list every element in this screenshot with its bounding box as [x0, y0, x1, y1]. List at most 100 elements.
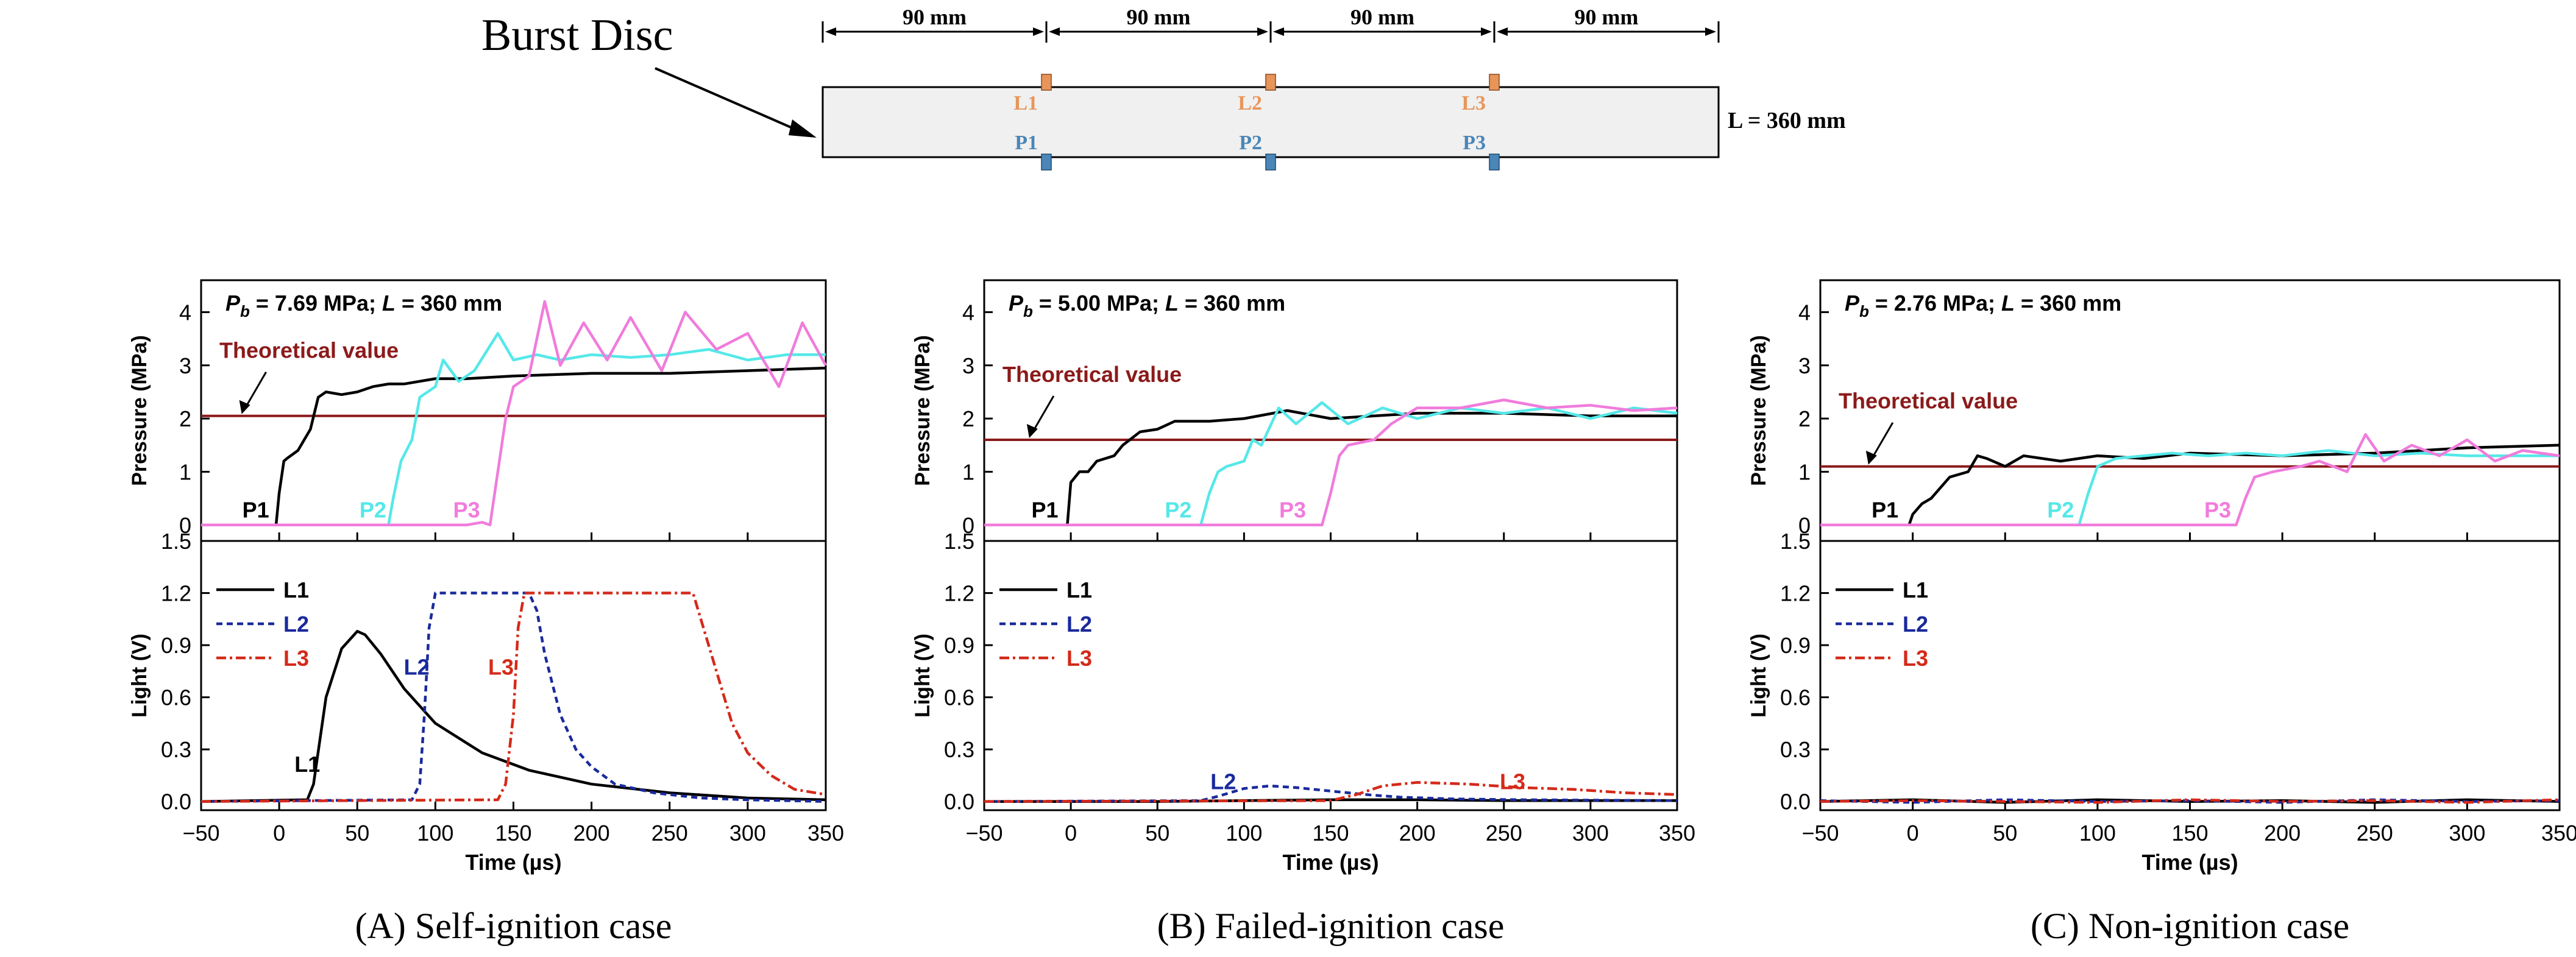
- x-tick-label: 200: [573, 821, 610, 846]
- burst-disc-label: Burst Disc: [481, 10, 673, 60]
- light-y-label: Light (V): [1747, 634, 1770, 718]
- pressure-y-label: Pressure (MPa): [128, 335, 151, 486]
- spacing-label: 90 mm: [903, 5, 967, 29]
- pressure-series-P1: [1820, 443, 2560, 527]
- legend-label-L1: L1: [1903, 577, 1928, 602]
- light-sensor-label: L3: [1461, 92, 1486, 115]
- x-tick-label: 350: [2541, 821, 2576, 846]
- sensor-markers: L1 P1 L2 P2 L3 P3: [1013, 74, 1500, 171]
- y-tick-label: 4: [962, 300, 974, 325]
- pressure-label-P2: P2: [1165, 498, 1191, 523]
- x-axis-label: Time (µs): [1282, 850, 1378, 875]
- theoretical-value-arrowhead: [239, 400, 250, 414]
- light-sensor-marker: [1489, 74, 1500, 91]
- pressure-sensor-label: P1: [1015, 132, 1038, 154]
- tube-length-label: L = 360 mm: [1728, 108, 1846, 133]
- light-series-L2: [200, 592, 826, 803]
- pb-annotation: Pb = 2.76 MPa; L = 360 mm: [1845, 291, 2121, 320]
- x-tick-label: 0: [1907, 821, 1919, 846]
- y-tick-label: 1: [962, 459, 974, 484]
- y-tick-label: 0: [1798, 513, 1811, 538]
- light-label-L2: L2: [1210, 769, 1236, 794]
- pressure-series-P2: [201, 332, 826, 527]
- pressure-sensor-marker: [1265, 154, 1276, 171]
- y-tick-label: 3: [1798, 353, 1811, 378]
- burst-disc-arrow-line: [655, 67, 793, 129]
- y-tick-label: 1.5: [944, 529, 974, 554]
- pressure-sensor-label: P3: [1463, 132, 1486, 154]
- legend-label-L3: L3: [1066, 646, 1092, 671]
- dimension-arrow: [1257, 27, 1268, 36]
- theoretical-value-label: Theoretical value: [1839, 389, 2018, 414]
- x-tick-label: 150: [495, 821, 531, 846]
- spacing-label: 90 mm: [1350, 5, 1414, 29]
- y-tick-label: 0.6: [944, 685, 974, 710]
- light-sensor-marker: [1265, 74, 1276, 91]
- y-tick-label: 4: [179, 300, 191, 325]
- legend-label-L3: L3: [1903, 646, 1928, 671]
- burst-disc-arrow-head: [789, 119, 817, 138]
- x-tick-label: 350: [807, 821, 844, 846]
- pressure-series-P3: [984, 398, 1678, 527]
- y-tick-label: 0.0: [1780, 789, 1811, 814]
- dimension-arrow: [1273, 27, 1284, 36]
- y-tick-label: 4: [1798, 300, 1811, 325]
- panel-C: −50 0 50 100 150 200 250 300 350 Time (µs) 0 1 2 3 4 Pr…: [1747, 279, 2576, 946]
- y-tick-label: 3: [962, 353, 974, 378]
- y-tick-label: 1: [179, 459, 191, 484]
- light-label-L3: L3: [488, 654, 514, 679]
- y-tick-label: 3: [179, 353, 191, 378]
- y-tick-label: 2: [179, 406, 191, 431]
- pressure-y-label: Pressure (MPa): [1747, 335, 1770, 486]
- theoretical-value-label: Theoretical value: [219, 338, 399, 363]
- x-tick-label: 150: [2171, 821, 2208, 846]
- pressure-sensor-marker: [1041, 154, 1052, 171]
- panel-caption: (C) Non-ignition case: [2031, 906, 2349, 946]
- x-axis-label: Time (µs): [465, 850, 561, 875]
- light-sensor-marker: [1041, 74, 1052, 91]
- legend-label-L2: L2: [1066, 612, 1092, 637]
- light-series-L2: [1820, 798, 2560, 804]
- x-tick-label: 50: [345, 821, 369, 846]
- pressure-plot-frame: [200, 279, 827, 542]
- light-label-L1: L1: [294, 752, 320, 777]
- x-tick-label: 300: [729, 821, 766, 846]
- x-tick-label: 0: [273, 821, 285, 846]
- x-tick-label: 150: [1312, 821, 1349, 846]
- x-tick-label: 100: [417, 821, 453, 846]
- theoretical-value-arrow: [243, 371, 267, 411]
- pressure-label-P3: P3: [1279, 498, 1306, 523]
- pressure-label-P2: P2: [2047, 498, 2074, 523]
- spacing-label: 90 mm: [1575, 5, 1639, 29]
- x-tick-label: −50: [182, 821, 219, 846]
- panel-caption: (A) Self-ignition case: [355, 906, 672, 946]
- x-tick-label: 300: [1572, 821, 1609, 846]
- theoretical-value-arrowhead: [1026, 424, 1038, 439]
- x-tick-label: 200: [1399, 821, 1436, 846]
- theoretical-value-label: Theoretical value: [1002, 362, 1182, 387]
- light-sensor-label: L1: [1013, 92, 1038, 115]
- x-tick-label: 250: [2357, 821, 2393, 846]
- light-series-L2: [984, 784, 1678, 803]
- x-tick-label: 0: [1065, 821, 1077, 846]
- x-tick-label: 100: [2079, 821, 2116, 846]
- dimension-arrow: [1033, 27, 1044, 36]
- pressure-label-P1: P1: [1872, 498, 1898, 523]
- x-tick-label: 200: [2264, 821, 2301, 846]
- y-tick-label: 0: [962, 513, 974, 538]
- x-tick-label: 250: [1486, 821, 1522, 846]
- legend-label-L2: L2: [283, 612, 309, 637]
- light-label-L2: L2: [404, 654, 430, 679]
- light-y-label: Light (V): [128, 634, 151, 718]
- y-tick-label: 1.5: [1780, 529, 1811, 554]
- light-label-L3: L3: [1500, 769, 1525, 794]
- panel-B: −50 0 50 100 150 200 250 300 350 Time (µs) 0 1 2 3 4 Pr…: [911, 279, 1695, 946]
- pressure-label-P1: P1: [1031, 498, 1058, 523]
- y-tick-label: 0.6: [161, 685, 191, 710]
- pressure-sensor-label: P2: [1239, 132, 1262, 154]
- light-y-label: Light (V): [911, 634, 934, 718]
- pressure-series-P2: [1820, 449, 2560, 527]
- y-tick-label: 2: [1798, 406, 1811, 431]
- y-tick-label: 0.3: [161, 737, 191, 762]
